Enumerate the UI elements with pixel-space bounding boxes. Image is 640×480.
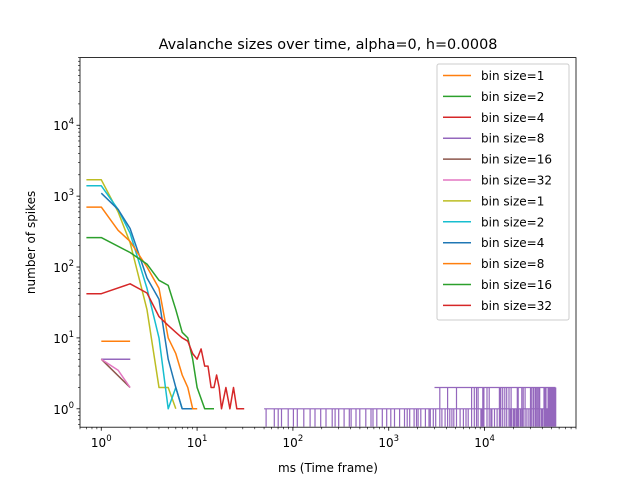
series-line-8 [86,185,183,410]
legend-label: bin size=8 [481,257,544,271]
x-tick-label: 101 [187,434,208,450]
y-axis-label: number of spikes [24,191,38,294]
series-line-6 [100,358,131,388]
x-tick-label: 102 [283,434,304,450]
axes-layer: 100 101 102 103 104 100 101 102 103 104 [53,57,577,450]
legend: bin size=1 bin size=2 bin size=4 bin size=8… [436,63,570,321]
noise-layer [264,386,557,427]
series-line-9 [100,192,198,410]
legend-box [436,63,570,321]
legend-label: bin size=2 [481,90,544,104]
legend-label: bin size=1 [481,69,544,83]
x-tick-label: 104 [474,434,495,450]
legend-label: bin size=4 [481,236,544,250]
legend-label: bin size=32 [481,299,552,313]
legend-label: bin size=2 [481,215,544,229]
y-tick-label: 101 [53,330,74,346]
series-line-10 [86,206,198,410]
series-line-5 [100,358,131,389]
x-tick-label: 103 [378,434,399,450]
x-tick-label: 100 [91,434,112,450]
legend-label: bin size=8 [481,132,544,146]
legend-label: bin size=16 [481,153,552,167]
y-tick-label: 100 [53,401,74,417]
y-tick-label: 102 [53,259,74,275]
series-layer [86,179,245,410]
legend-label: bin size=16 [481,278,552,292]
chart-title: Avalanche sizes over time, alpha=0, h=0.… [159,37,498,53]
noise-spikes [264,387,557,427]
y-tick-label: 103 [53,188,74,204]
series-line-7 [86,179,177,410]
series-line-12 [86,283,245,410]
series-line-11 [86,236,214,410]
legend-label: bin size=4 [481,111,544,125]
x-axis-label: ms (Time frame) [278,461,378,475]
legend-label: bin size=1 [481,194,544,208]
legend-label: bin size=32 [481,174,552,188]
plot-frame [79,57,577,428]
y-tick-label: 104 [53,117,74,133]
